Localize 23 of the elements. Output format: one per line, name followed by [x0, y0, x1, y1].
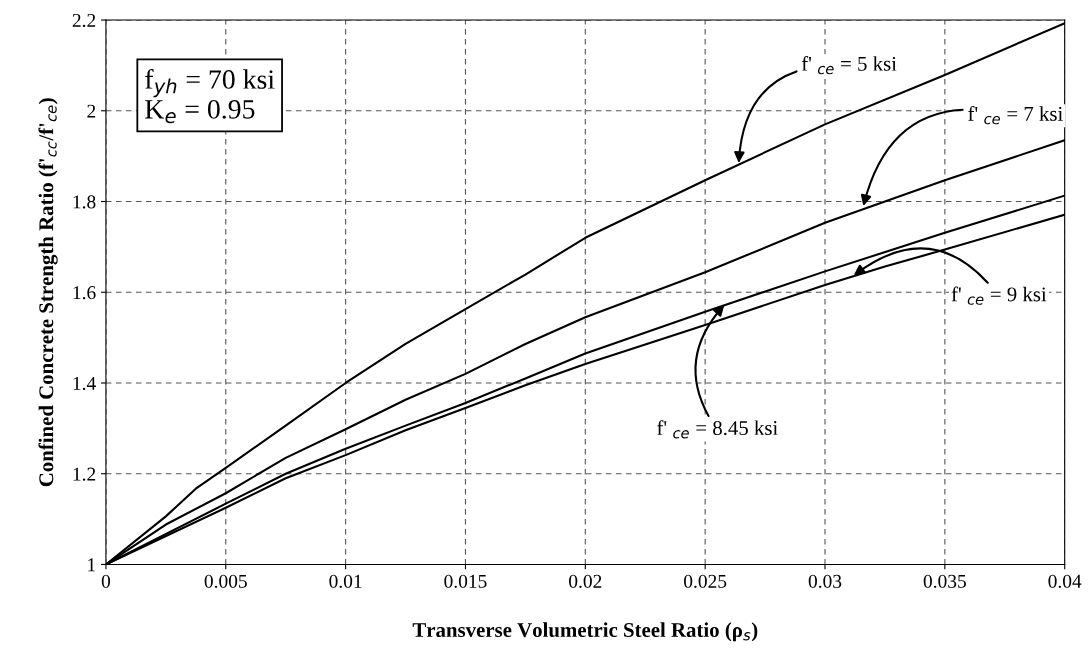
x-tick-label: 0.035	[923, 574, 966, 588]
x-axis-title: Transverse Volumetric Steel Ratio (ρ$_{s}$)	[412, 622, 758, 642]
y-tick-label: 1	[88, 558, 96, 572]
annotation: f' $_{ce}$ = 9 ksi	[951, 286, 1047, 305]
x-tick-label: 0.015	[444, 574, 487, 588]
y-tick-label: 1.8	[73, 195, 96, 209]
annotation: f$_{yh}$ = 70 ksi K$_{e}$ = 0.95	[145, 69, 275, 124]
y-tick-label: 1.6	[73, 286, 96, 300]
x-tick-label: 0	[101, 574, 111, 588]
annotation: f' $_{ce}$ = 5 ksi	[801, 55, 897, 75]
x-tick-label: 0.02	[569, 574, 602, 588]
x-tick-label: 0.025	[684, 574, 727, 588]
x-tick-label: 0.04	[1048, 574, 1082, 588]
x-tick-label: 0.005	[204, 574, 247, 588]
y-tick-label: 1.4	[73, 376, 96, 391]
y-tick-label: 1.2	[73, 467, 96, 481]
y-axis-title: Confined Concrete Strength Ratio (f'$_{cc}$/f'$_{ce}$)	[38, 98, 58, 487]
y-tick-label: 2	[87, 104, 96, 118]
annotation: f' $_{ce}$ = 7 ksi	[968, 105, 1063, 125]
y-tick-label: 2.2	[72, 13, 96, 28]
x-tick-label: 0.01	[329, 574, 362, 588]
x-tick-label: 0.03	[808, 574, 842, 588]
annotation: f' $_{ce}$ = 8.45 ksi	[657, 420, 778, 439]
